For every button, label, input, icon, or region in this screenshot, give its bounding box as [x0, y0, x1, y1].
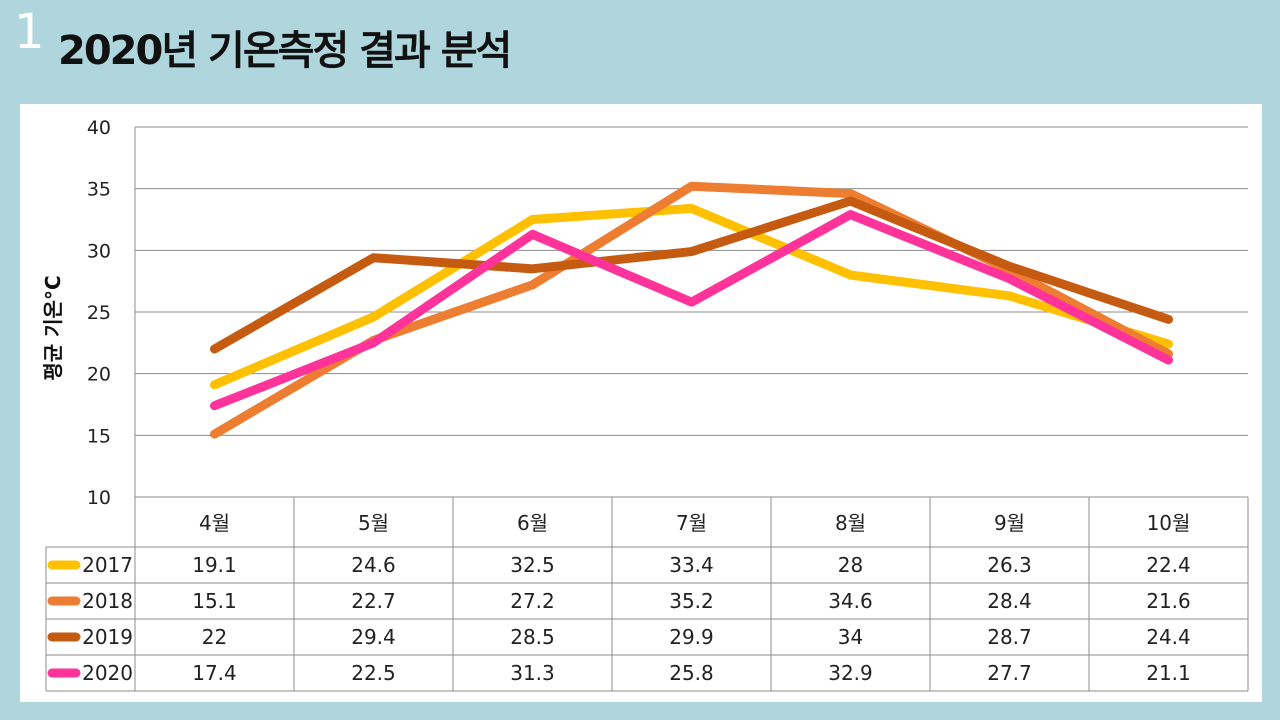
data-label: 24.4 [1146, 625, 1191, 649]
data-label: 22.5 [351, 661, 396, 685]
legend-label-2017: 2017 [82, 553, 133, 577]
x-tick-label: 6월 [517, 511, 548, 535]
legend-label-2019: 2019 [82, 625, 133, 649]
y-tick-label: 40 [87, 117, 111, 139]
data-label: 33.4 [669, 553, 714, 577]
data-label: 32.5 [510, 553, 555, 577]
y-axis-ticks: 10 15 20 25 30 35 40 [87, 117, 111, 509]
slide-title: 2020년 기온측정 결과 분석 [58, 28, 512, 74]
legend-label-2020: 2020 [82, 661, 133, 685]
data-label: 29.4 [351, 625, 396, 649]
data-label: 28 [838, 553, 863, 577]
y-axis-label: 평균 기온°C [41, 275, 65, 380]
y-tick-label: 25 [87, 302, 111, 324]
data-table: 4월 5월 6월 7월 8월 9월 10월 2017 19.1 24.6 32.5 33.4 28 26.… [45, 496, 1249, 692]
legend-label-2018: 2018 [82, 589, 133, 613]
data-label: 27.2 [510, 589, 555, 613]
data-label: 22.4 [1146, 553, 1191, 577]
x-tick-label: 7월 [676, 511, 707, 535]
line-chart: 10 15 20 25 30 35 40 평균 기온°C 4월 5월 6월 7월 8월 9월 10월 20… [41, 117, 1249, 692]
data-label: 24.6 [351, 553, 396, 577]
data-label: 19.1 [192, 553, 237, 577]
data-label: 28.7 [987, 625, 1032, 649]
y-tick-label: 20 [87, 364, 111, 386]
y-tick-label: 35 [87, 179, 111, 201]
slide-number: 1 [14, 4, 45, 60]
data-label: 29.9 [669, 625, 714, 649]
x-tick-label: 4월 [199, 511, 230, 535]
data-label: 17.4 [192, 661, 237, 685]
data-label: 28.5 [510, 625, 555, 649]
series-line-2019 [210, 196, 1173, 354]
series-line-2020 [210, 210, 1173, 411]
data-label: 31.3 [510, 661, 555, 685]
series-line-2017 [210, 203, 1173, 390]
x-tick-label: 5월 [358, 511, 389, 535]
data-label: 15.1 [192, 589, 237, 613]
data-label: 22.7 [351, 589, 396, 613]
y-tick-label: 15 [87, 425, 111, 447]
y-tick-label: 30 [87, 240, 111, 262]
x-tick-label: 8월 [835, 511, 866, 535]
x-tick-label: 9월 [994, 511, 1025, 535]
data-label: 32.9 [828, 661, 873, 685]
data-label: 35.2 [669, 589, 714, 613]
y-tick-label: 10 [87, 487, 111, 509]
data-label: 26.3 [987, 553, 1032, 577]
data-label: 27.7 [987, 661, 1032, 685]
data-label: 28.4 [987, 589, 1032, 613]
data-label: 21.1 [1146, 661, 1191, 685]
x-tick-label: 10월 [1147, 511, 1191, 535]
data-label: 25.8 [669, 661, 714, 685]
data-label: 34.6 [828, 589, 873, 613]
data-label: 34 [838, 625, 863, 649]
series-lines [210, 181, 1173, 439]
chart-panel: 10 15 20 25 30 35 40 평균 기온°C 4월 5월 6월 7월 8월 9월 10월 20… [20, 104, 1262, 702]
data-label: 21.6 [1146, 589, 1191, 613]
series-line-2018 [210, 181, 1173, 439]
data-label: 22 [202, 625, 227, 649]
